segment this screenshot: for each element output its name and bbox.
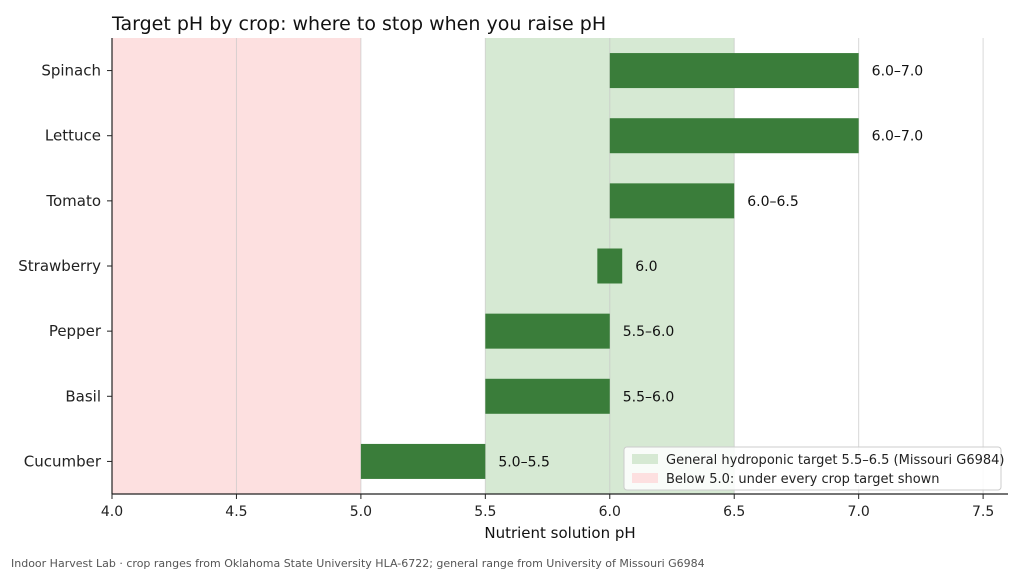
bar-cucumber	[360, 443, 486, 479]
grid-layer	[111, 38, 984, 494]
data-label-tomato: 6.0–6.5	[747, 194, 799, 210]
x-tick-label-7: 7.5	[972, 504, 994, 520]
data-label-basil: 5.5–6.0	[623, 389, 675, 405]
x-tick-label-4: 6.0	[599, 504, 621, 520]
bar-lettuce	[609, 118, 859, 154]
category-label-cucumber: Cucumber	[24, 452, 102, 470]
data-labels-layer: 6.0–7.0 6.0–7.0 6.0–6.5 6.0 5.5–6.0 5.5–6.0 5.…	[498, 64, 923, 471]
data-label-lettuce: 6.0–7.0	[872, 129, 924, 145]
legend-swatch-0	[632, 454, 658, 464]
x-tick-label-5: 6.5	[723, 504, 745, 520]
x-tick-label-2: 5.0	[350, 504, 372, 520]
x-tick-label-6: 7.0	[848, 504, 870, 520]
bar-spinach	[609, 53, 859, 89]
category-label-strawberry: Strawberry	[18, 257, 101, 275]
bar-basil	[485, 378, 610, 414]
data-label-spinach: 6.0–7.0	[872, 64, 924, 80]
legend-swatch-1	[632, 473, 658, 483]
x-tick-label-0: 4.0	[101, 504, 123, 520]
category-label-tomato: Tomato	[45, 192, 101, 210]
x-tick-label-3: 5.5	[474, 504, 496, 520]
data-label-strawberry: 6.0	[635, 259, 657, 275]
category-label-basil: Basil	[65, 387, 101, 405]
bar-pepper	[485, 313, 610, 349]
legend-entry-0: General hydroponic target 5.5–6.5 (Misso…	[666, 453, 1005, 468]
data-label-cucumber: 5.0–5.5	[498, 454, 550, 470]
x-tick-label-1: 4.5	[225, 504, 247, 520]
data-label-pepper: 5.5–6.0	[623, 324, 675, 340]
category-label-lettuce: Lettuce	[45, 127, 101, 145]
legend-box	[623, 446, 1002, 491]
bars-layer	[360, 53, 859, 479]
category-label-pepper: Pepper	[49, 322, 102, 340]
chart-title: Target pH by crop: where to stop when yo…	[111, 13, 606, 35]
axes-layer: Spinach Lettuce Tomato Strawberry Pepper Basi…	[18, 38, 1008, 520]
legend: General hydroponic target 5.5–6.5 (Misso…	[623, 446, 1005, 491]
bar-strawberry	[597, 248, 623, 284]
category-label-spinach: Spinach	[41, 62, 101, 80]
bar-tomato	[609, 183, 735, 219]
legend-entry-1: Below 5.0: under every crop target shown	[666, 472, 940, 487]
x-axis-label: Nutrient solution pH	[484, 524, 635, 542]
footer-note: Indoor Harvest Lab · crop ranges from Ok…	[11, 557, 705, 570]
